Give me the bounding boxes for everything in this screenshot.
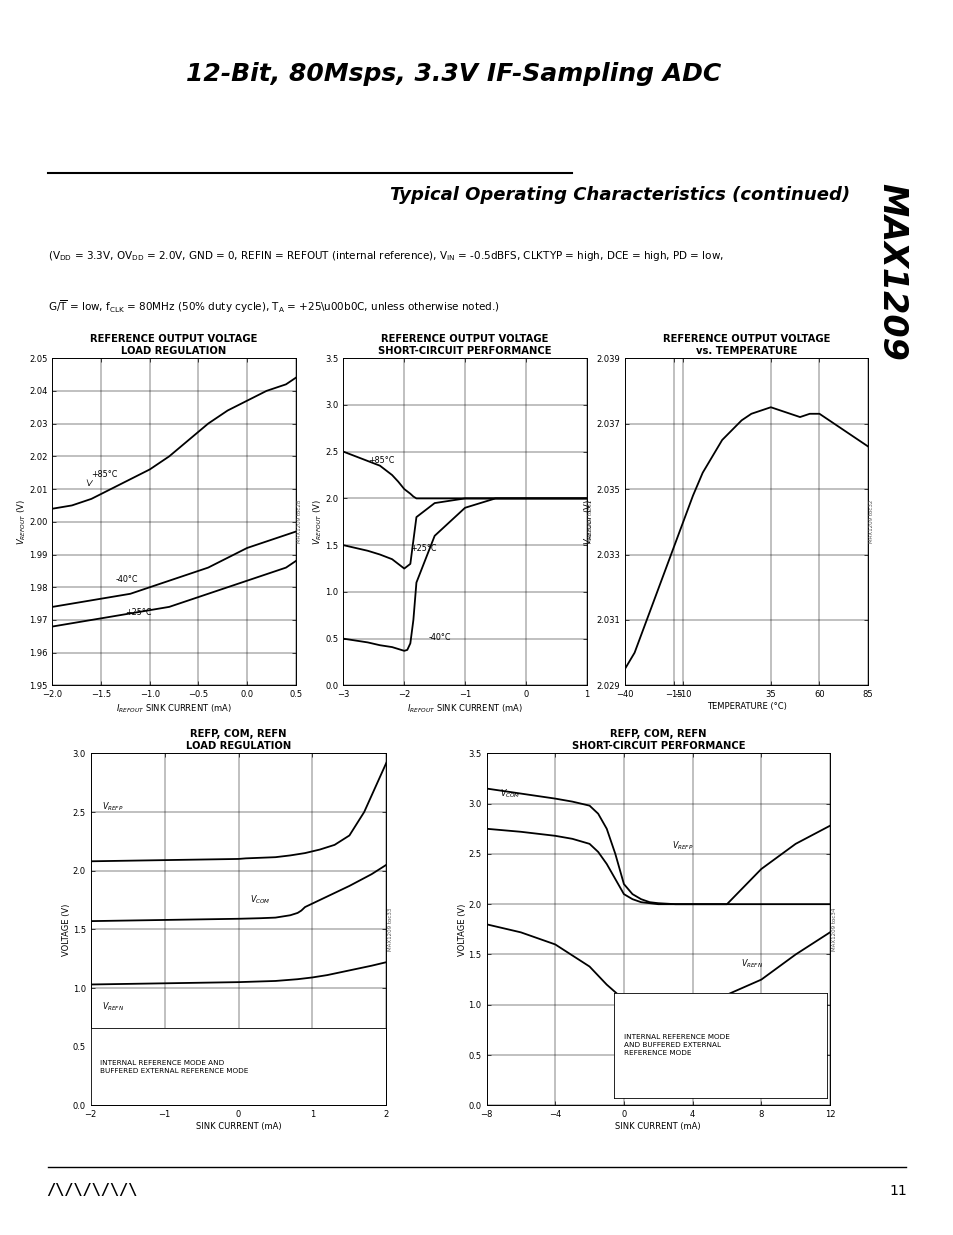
Text: /\/\/\/\/\: /\/\/\/\/\ — [47, 1183, 137, 1198]
Y-axis label: VOLTAGE (V): VOLTAGE (V) — [62, 903, 71, 956]
X-axis label: $I_{REFOUT}$ SINK CURRENT (mA): $I_{REFOUT}$ SINK CURRENT (mA) — [407, 701, 522, 715]
Y-axis label: $V_{REFOUT}$ (V): $V_{REFOUT}$ (V) — [311, 499, 324, 545]
Text: Typical Operating Characteristics (continued): Typical Operating Characteristics (conti… — [390, 186, 850, 204]
Text: (V$_{\mathregular{DD}}$ = 3.3V, OV$_{\mathregular{DD}}$ = 2.0V, GND = 0, REFIN =: (V$_{\mathregular{DD}}$ = 3.3V, OV$_{\ma… — [48, 249, 723, 263]
Text: +85°C: +85°C — [367, 456, 394, 464]
Text: G/$\overline{\mathregular{T}}$ = low, f$_{\mathregular{CLK}}$ = 80MHz (50% duty : G/$\overline{\mathregular{T}}$ = low, f$… — [48, 299, 498, 315]
Title: REFP, COM, REFN
LOAD REGULATION: REFP, COM, REFN LOAD REGULATION — [186, 729, 291, 751]
Title: REFERENCE OUTPUT VOLTAGE
vs. TEMPERATURE: REFERENCE OUTPUT VOLTAGE vs. TEMPERATURE — [662, 333, 829, 356]
Text: -40°C: -40°C — [428, 634, 451, 642]
Text: MAX1209 toc31: MAX1209 toc31 — [587, 500, 593, 543]
Text: MAX1209 toc33: MAX1209 toc33 — [388, 908, 393, 951]
Y-axis label: $V_{REFOUT}$ (V): $V_{REFOUT}$ (V) — [581, 499, 594, 545]
Y-axis label: VOLTAGE (V): VOLTAGE (V) — [457, 903, 467, 956]
Text: $V_{REFP}$: $V_{REFP}$ — [102, 800, 123, 813]
Text: $V_{REFN}$: $V_{REFN}$ — [740, 957, 762, 969]
Text: MAX1209: MAX1209 — [875, 183, 907, 361]
Text: $V_{REFP}$: $V_{REFP}$ — [671, 840, 693, 852]
X-axis label: $I_{REFOUT}$ SINK CURRENT (mA): $I_{REFOUT}$ SINK CURRENT (mA) — [116, 701, 232, 715]
Title: REFERENCE OUTPUT VOLTAGE
SHORT-CIRCUIT PERFORMANCE: REFERENCE OUTPUT VOLTAGE SHORT-CIRCUIT P… — [378, 333, 551, 356]
Text: +25°C: +25°C — [126, 608, 152, 616]
Y-axis label: $V_{REFOUT}$ (V): $V_{REFOUT}$ (V) — [15, 499, 28, 545]
X-axis label: SINK CURRENT (mA): SINK CURRENT (mA) — [615, 1121, 700, 1131]
Text: 11: 11 — [889, 1183, 906, 1198]
Text: $V_{REFN}$: $V_{REFN}$ — [102, 1000, 124, 1013]
Text: $V_{COM}$: $V_{COM}$ — [499, 788, 520, 800]
Text: +25°C: +25°C — [410, 543, 436, 552]
Text: +85°C: +85°C — [91, 471, 117, 479]
Text: MAX1209 toc32: MAX1209 toc32 — [868, 500, 874, 543]
Text: MAX1209 toc34: MAX1209 toc34 — [831, 908, 836, 951]
Text: $V_{COM}$: $V_{COM}$ — [250, 893, 270, 905]
Text: MAX1209 toc28: MAX1209 toc28 — [296, 500, 302, 543]
Text: -40°C: -40°C — [115, 576, 138, 584]
X-axis label: SINK CURRENT (mA): SINK CURRENT (mA) — [195, 1121, 281, 1131]
Title: REFERENCE OUTPUT VOLTAGE
LOAD REGULATION: REFERENCE OUTPUT VOLTAGE LOAD REGULATION — [91, 333, 257, 356]
X-axis label: TEMPERATURE (°C): TEMPERATURE (°C) — [706, 701, 785, 711]
Text: 12-Bit, 80Msps, 3.3V IF-Sampling ADC: 12-Bit, 80Msps, 3.3V IF-Sampling ADC — [185, 62, 720, 86]
Title: REFP, COM, REFN
SHORT-CIRCUIT PERFORMANCE: REFP, COM, REFN SHORT-CIRCUIT PERFORMANC… — [571, 729, 744, 751]
